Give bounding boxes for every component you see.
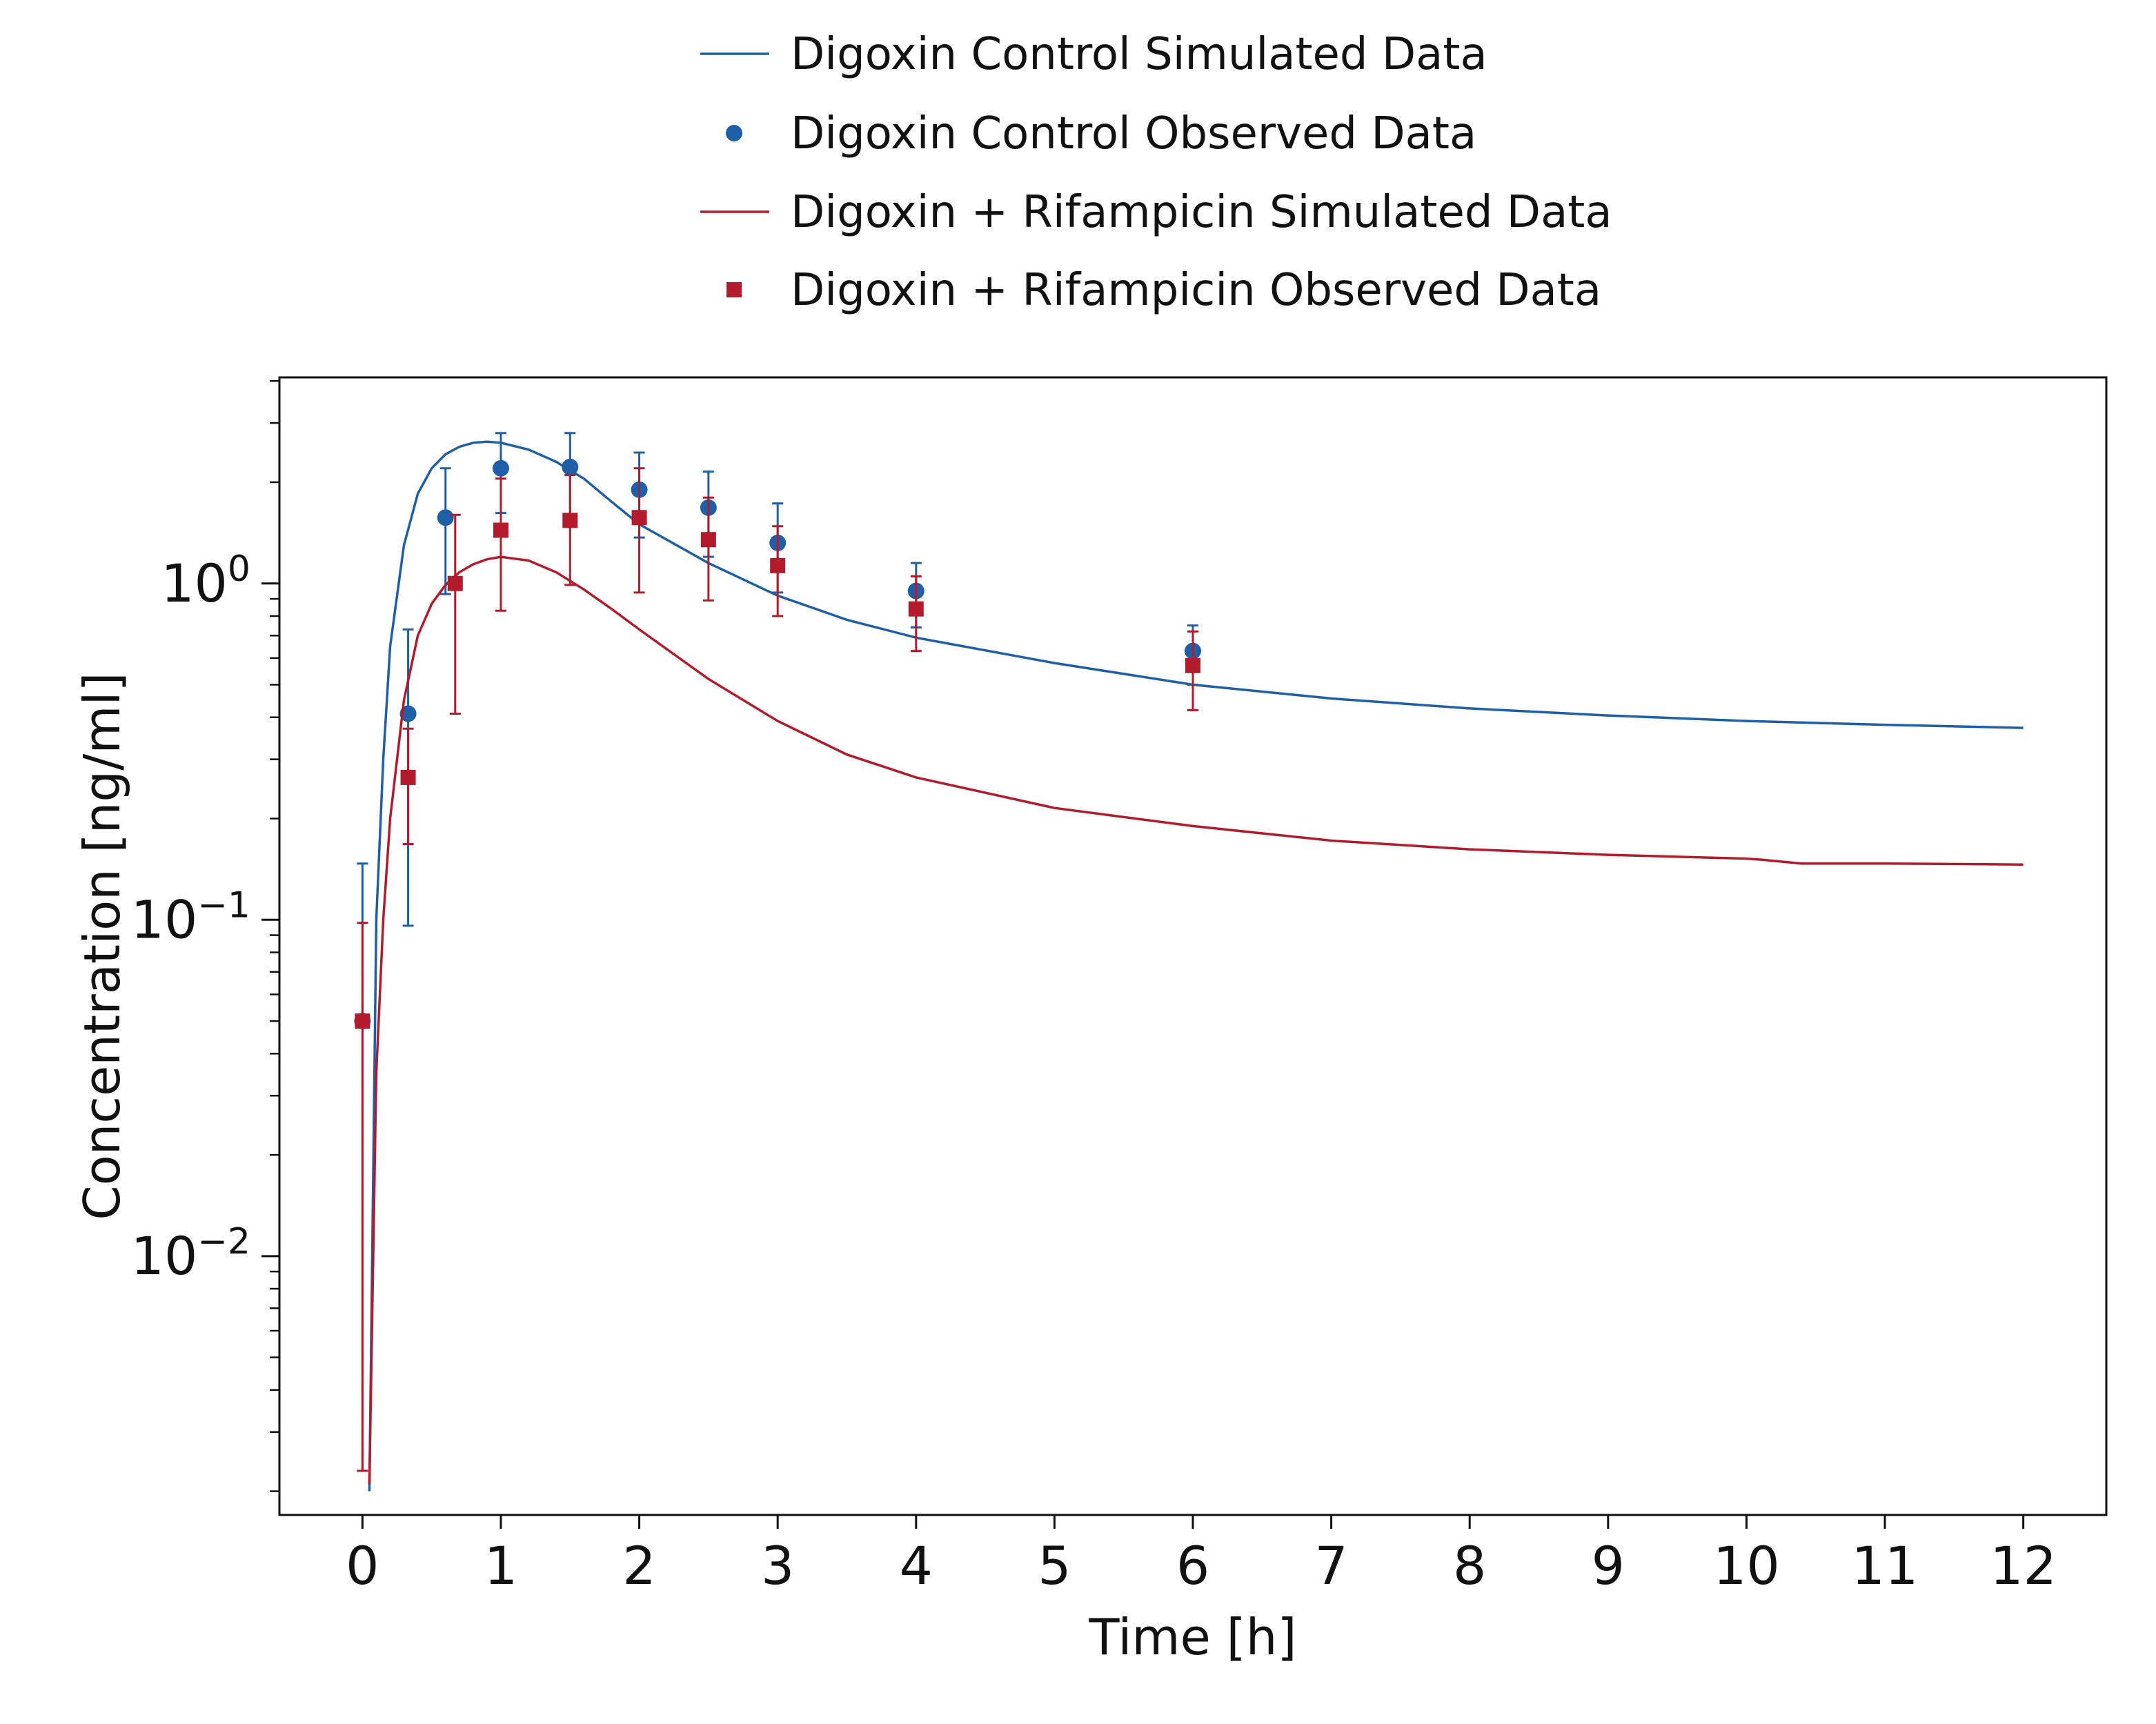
series-line	[368, 555, 2024, 1485]
x-tick-label: 9	[1592, 1535, 1625, 1596]
legend-item: Digoxin Control Observed Data	[726, 108, 1476, 159]
legend-swatch-circle	[726, 125, 742, 141]
legend-label: Digoxin Control Simulated Data	[791, 29, 1487, 80]
legend: Digoxin Control Simulated Data Digoxin Co…	[700, 29, 1612, 316]
series-1	[368, 440, 2024, 1492]
data-point	[908, 601, 924, 617]
data-point	[770, 557, 786, 573]
x-axis: 0 1 2 3 4 5 6 7 8 9 10 11 12	[346, 1515, 2057, 1596]
legend-label: Digoxin Control Observed Data	[791, 108, 1476, 159]
data-point	[355, 1013, 370, 1029]
x-tick-label: 1	[484, 1535, 517, 1596]
y-axis-label: Concentration [ng/ml]	[73, 672, 131, 1220]
data-point	[437, 509, 454, 526]
y-tick-label: 100	[161, 548, 250, 614]
x-tick-label: 3	[761, 1535, 794, 1596]
x-tick-label: 11	[1852, 1535, 1919, 1596]
data-point	[492, 459, 509, 477]
data-point	[493, 522, 508, 538]
x-tick-label: 0	[346, 1535, 379, 1596]
data-point	[447, 575, 463, 591]
legend-item: Digoxin Control Simulated Data	[700, 29, 1487, 80]
data-point	[400, 769, 416, 785]
series-layer	[354, 432, 2024, 1492]
x-tick-label: 5	[1038, 1535, 1071, 1596]
x-tick-label: 12	[1990, 1535, 2057, 1596]
series-line	[368, 440, 2024, 1492]
series-4	[355, 467, 1200, 1472]
data-point	[562, 458, 579, 475]
x-tick-label: 8	[1453, 1535, 1486, 1596]
x-tick-label: 10	[1713, 1535, 1780, 1596]
plot-frame	[278, 376, 2108, 1516]
series-3	[368, 555, 2024, 1485]
data-point	[562, 513, 578, 528]
y-tick-label: 10−1	[131, 884, 250, 950]
x-tick-label: 2	[622, 1535, 655, 1596]
x-tick-label: 6	[1176, 1535, 1209, 1596]
x-tick-label: 7	[1314, 1535, 1347, 1596]
legend-label: Digoxin + Rifampicin Simulated Data	[791, 187, 1612, 238]
y-axis: 10−2 10−1 100	[131, 379, 279, 1492]
legend-label: Digoxin + Rifampicin Observed Data	[791, 265, 1601, 316]
legend-item: Digoxin + Rifampicin Simulated Data	[700, 187, 1612, 238]
data-point	[700, 532, 716, 548]
y-tick-label: 10−2	[131, 1221, 250, 1287]
x-axis-label: Time [h]	[1089, 1608, 1297, 1666]
legend-swatch-square	[726, 282, 742, 297]
data-point	[1185, 657, 1200, 673]
data-point	[631, 510, 647, 526]
x-tick-label: 4	[900, 1535, 933, 1596]
legend-item: Digoxin + Rifampicin Observed Data	[726, 265, 1601, 316]
